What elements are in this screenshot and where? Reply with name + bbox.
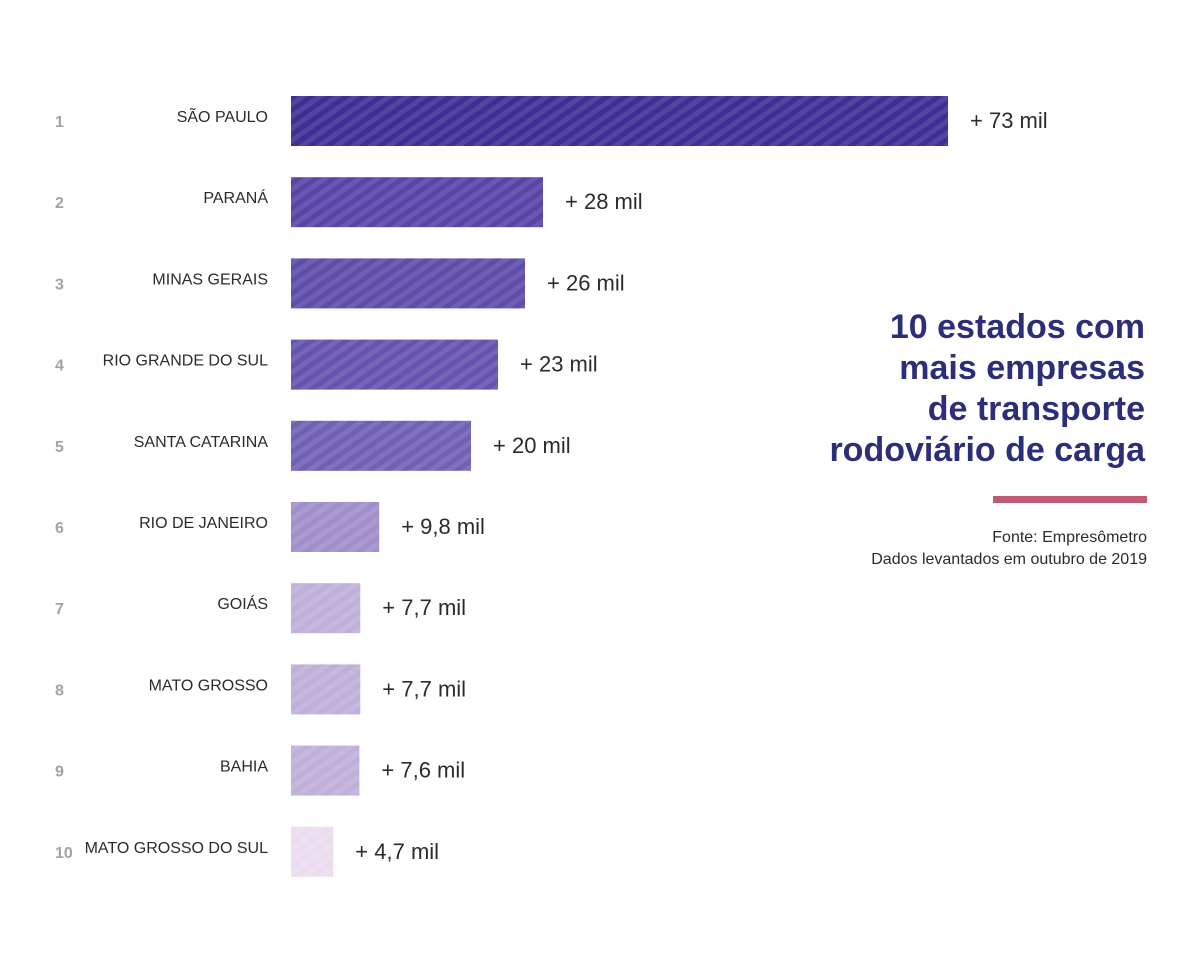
rank-label: 8 bbox=[55, 682, 64, 699]
category-label: GOIÁS bbox=[217, 594, 268, 613]
value-label: + 9,8 mil bbox=[401, 514, 485, 539]
bars-layer: 1 SÃO PAULO + 73 mil 2 PARANÁ + 28 mil 3 MINAS … bbox=[55, 96, 1048, 877]
title-line: mais empresas bbox=[899, 349, 1145, 387]
bar-texture bbox=[291, 96, 948, 146]
value-label: + 28 mil bbox=[565, 189, 643, 214]
rank-label: 2 bbox=[55, 195, 64, 212]
category-label: SÃO PAULO bbox=[177, 106, 268, 126]
rank-label: 5 bbox=[55, 439, 64, 456]
value-label: + 73 mil bbox=[970, 108, 1048, 133]
bar-texture bbox=[291, 745, 360, 796]
source-line: Fonte: Empresômetro bbox=[992, 529, 1147, 546]
rank-label: 10 bbox=[55, 845, 73, 862]
title-accent-rule bbox=[993, 496, 1147, 503]
rank-label: 9 bbox=[55, 764, 64, 781]
bar-texture bbox=[291, 420, 471, 471]
title-line: de transporte bbox=[927, 390, 1145, 428]
category-label: SANTA CATARINA bbox=[134, 434, 269, 451]
value-label: + 7,7 mil bbox=[382, 595, 466, 620]
chart-title: 10 estados com mais empresas de transpor… bbox=[725, 307, 1145, 471]
value-label: + 20 mil bbox=[493, 433, 571, 458]
rank-label: 1 bbox=[55, 114, 64, 131]
bar-texture bbox=[291, 258, 525, 309]
bar-texture bbox=[291, 583, 361, 634]
category-label: MATO GROSSO DO SUL bbox=[85, 840, 269, 857]
value-label: + 23 mil bbox=[520, 352, 598, 377]
category-label: MATO GROSSO bbox=[149, 677, 268, 694]
bar-texture bbox=[291, 826, 334, 877]
bar-texture bbox=[291, 177, 543, 228]
source-note: Fonte: Empresômetro Dados levantados em … bbox=[727, 527, 1147, 571]
title-line: rodoviário de carga bbox=[829, 431, 1145, 469]
rank-label: 6 bbox=[55, 520, 64, 537]
value-label: + 26 mil bbox=[547, 270, 625, 295]
bar-texture bbox=[291, 664, 361, 715]
value-label: + 7,7 mil bbox=[382, 676, 466, 701]
value-label: + 4,7 mil bbox=[355, 839, 439, 864]
bar-texture bbox=[291, 339, 498, 390]
rank-label: 3 bbox=[55, 276, 64, 293]
category-label: RIO GRANDE DO SUL bbox=[103, 353, 268, 370]
rank-label: 4 bbox=[55, 358, 64, 375]
rank-label: 7 bbox=[55, 601, 64, 618]
category-label: MINAS GERAIS bbox=[152, 271, 268, 288]
category-label: BAHIA bbox=[220, 759, 268, 776]
source-line: Dados levantados em outubro de 2019 bbox=[871, 551, 1147, 568]
category-label: PARANÁ bbox=[203, 188, 268, 207]
bar-texture bbox=[291, 502, 380, 552]
category-label: RIO DE JANEIRO bbox=[139, 515, 268, 532]
title-line: 10 estados com bbox=[889, 308, 1145, 346]
value-label: + 7,6 mil bbox=[381, 758, 465, 783]
